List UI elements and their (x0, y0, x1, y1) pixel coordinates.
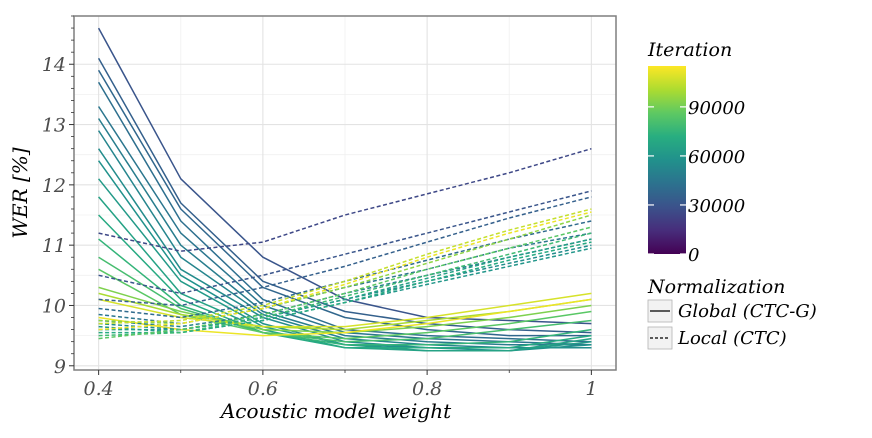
legend-key-global: Global (CTC-G) (647, 299, 817, 323)
y-tick-label: 12 (42, 175, 66, 197)
x-tick-label: 0.6 (248, 378, 278, 400)
series-line-global (98, 298, 592, 337)
colorbar-tick-label: 90000 (688, 98, 745, 119)
plot-panel: 0.4 0.6 0.8 1 9 10 11 12 13 14 (42, 15, 617, 400)
y-tick-label: 11 (42, 235, 66, 257)
colorbar-title: Iteration (647, 39, 732, 61)
series-line-local (98, 241, 592, 334)
series-line-local (98, 208, 592, 325)
colorbar-tick-label: 0 (688, 245, 699, 266)
legend-label-global: Global (CTC-G) (678, 301, 817, 322)
colorbar-gradient (648, 66, 686, 254)
grid (74, 16, 616, 370)
colorbar-tick-label: 60000 (688, 147, 745, 168)
y-tick-label: 13 (42, 115, 66, 137)
series-line-global (98, 256, 592, 343)
series-lines (97, 27, 592, 352)
x-axis-title: Acoustic model weight (219, 399, 452, 423)
series-line-global (98, 214, 592, 349)
colorbar-tick-label: 30000 (688, 196, 745, 217)
x-tick-label: 0.8 (412, 378, 442, 400)
series-line-local (98, 214, 592, 325)
legend-label-local: Local (CTC) (677, 328, 787, 349)
series-line-global (98, 238, 592, 346)
x-tick-label: 1 (585, 378, 597, 400)
linetype-legend: Normalization Global (CTC-G) Local (CTC) (647, 276, 817, 350)
series-line-local (98, 226, 592, 340)
series-line-local (98, 220, 592, 319)
series-line-global (97, 69, 592, 337)
axis-ticks: 0.4 0.6 0.8 1 9 10 11 12 13 14 (42, 15, 597, 400)
series-line-local (98, 190, 592, 295)
y-axis-title: WER [%] (8, 147, 32, 238)
y-tick-label: 10 (42, 295, 66, 317)
series-line-local (98, 147, 592, 252)
y-tick-label: 14 (42, 54, 66, 76)
colorbar-ticks: 0 30000 60000 90000 (648, 98, 745, 266)
legend-key-local: Local (CTC) (647, 326, 787, 350)
x-tick-label: 0.4 (84, 378, 114, 400)
y-tick-label: 9 (54, 356, 66, 378)
colorbar-legend: Iteration 0 30000 60000 90000 (647, 39, 745, 266)
series-line-global (98, 292, 592, 328)
series-line-local (98, 232, 592, 337)
series-line-local (98, 211, 592, 331)
series-line-local (98, 238, 592, 331)
series-line-global (97, 118, 592, 346)
linetype-legend-title: Normalization (647, 276, 785, 298)
